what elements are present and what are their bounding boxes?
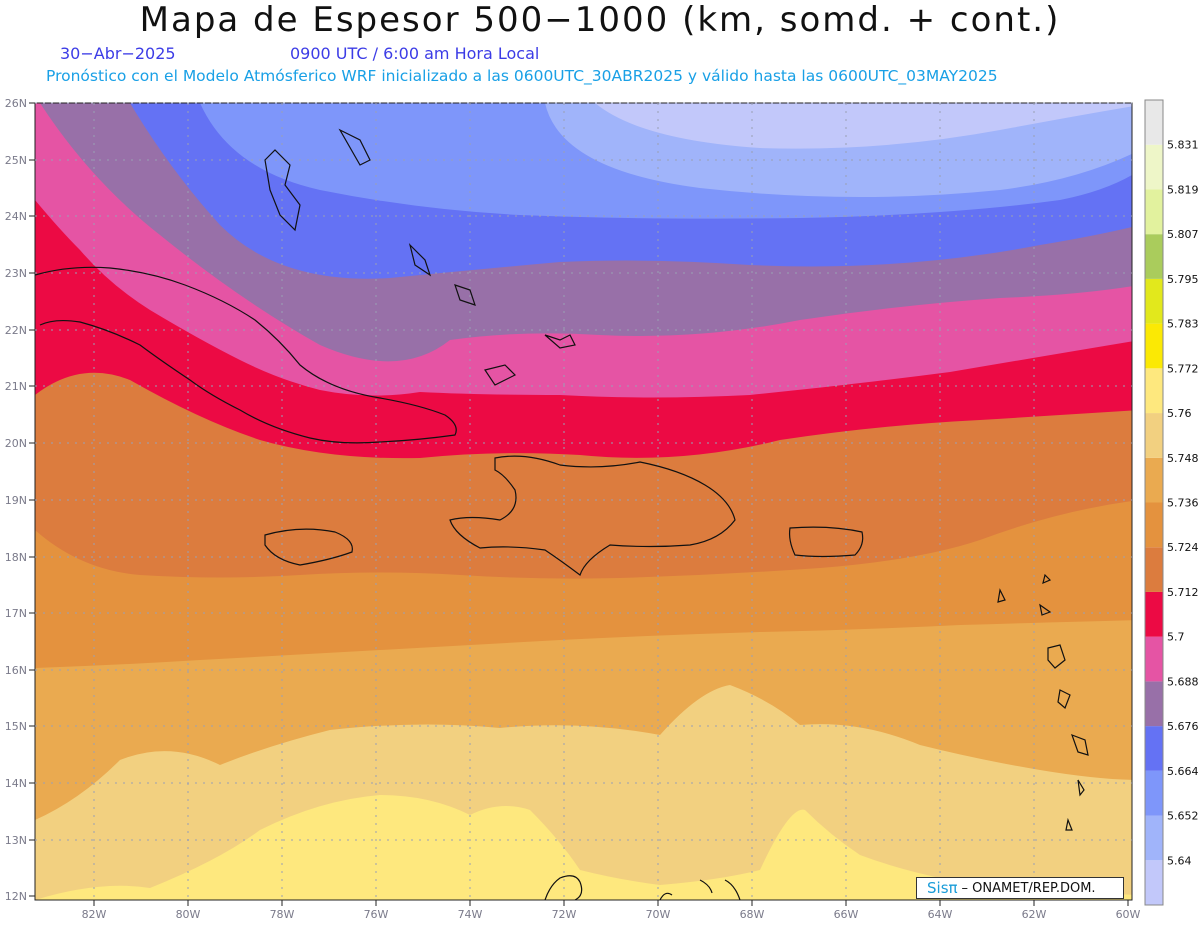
- lat-label: 16N: [5, 664, 27, 677]
- colorbar-level-label: 5.724: [1167, 541, 1199, 554]
- lat-label: 20N: [5, 437, 27, 450]
- forecast-description: Pronóstico con el Modelo Atmósferico WRF…: [46, 67, 998, 85]
- colorbar-swatch: [1145, 681, 1163, 727]
- colorbar-level-label: 5.783: [1167, 318, 1199, 331]
- coastlines: [35, 128, 1089, 900]
- colorbar-level-label: 5.7: [1167, 631, 1185, 644]
- bahamas-islands: [264, 128, 576, 386]
- colorbar-swatch: [1145, 547, 1163, 592]
- colorbar-swatch: [1145, 502, 1163, 548]
- colorbar-level-label: 5.76: [1167, 407, 1192, 420]
- lat-label: 12N: [5, 890, 27, 903]
- lat-label: 21N: [5, 380, 27, 393]
- lat-label: 26N: [5, 97, 27, 110]
- colorbar-swatch: [1145, 234, 1163, 279]
- colorbar-swatch: [1145, 413, 1163, 458]
- colorbar-level-label: 5.712: [1167, 586, 1199, 599]
- sis-logo-text: Sisπ: [927, 879, 958, 897]
- lesser-antilles: [997, 573, 1089, 831]
- cuba-coast: [35, 266, 457, 444]
- colorbar-level-label: 5.676: [1167, 720, 1199, 733]
- lon-label: 74W: [458, 908, 483, 921]
- colorbar-swatch: [1145, 144, 1163, 190]
- colorbar-swatch: [1145, 770, 1163, 816]
- lon-label: 70W: [646, 908, 671, 921]
- puerto-rico-coast: [788, 526, 864, 558]
- colorbar-frame: [1144, 99, 1164, 906]
- colorbar-swatch: [1145, 815, 1163, 861]
- lon-label: 78W: [270, 908, 295, 921]
- lon-label: 72W: [552, 908, 577, 921]
- lon-label: 60W: [1116, 908, 1141, 921]
- gridlines: [35, 102, 1132, 900]
- colorbar-swatch: [1145, 323, 1163, 369]
- credit-org: – ONAMET/REP.DOM.: [961, 880, 1096, 896]
- lat-label: 19N: [5, 494, 27, 507]
- colorbar-swatch: [1145, 100, 1163, 145]
- map-title: Mapa de Espesor 500−1000 (km, somd. + co…: [139, 0, 1061, 40]
- band-5-772: [35, 795, 1132, 900]
- colorbar-level-label: 5.819: [1167, 183, 1199, 196]
- lon-label: 66W: [834, 908, 859, 921]
- lat-label: 14N: [5, 777, 27, 790]
- colorbar-swatch: [1145, 368, 1163, 414]
- credit-box: Sisπ – ONAMET/REP.DOM.: [916, 877, 1124, 899]
- map-frame: [34, 102, 1133, 901]
- colorbar-swatch: [1145, 278, 1163, 324]
- lon-ticks: [93, 900, 1129, 906]
- colorbar: 5.64 5.652 5.664 5.676 5.688 5.7 5.712 5.724 5.7…: [1144, 99, 1199, 906]
- lat-ticks: [29, 102, 35, 897]
- lat-label: 17N: [5, 607, 27, 620]
- colorbar-level-label: 5.748: [1167, 452, 1199, 465]
- lat-label: 23N: [5, 267, 27, 280]
- colorbar-swatch: [1145, 636, 1163, 682]
- lon-label: 68W: [740, 908, 765, 921]
- colorbar-level-label: 5.736: [1167, 497, 1199, 510]
- time-label: 0900 UTC / 6:00 am Hora Local: [290, 44, 540, 63]
- date-label: 30−Abr−2025: [60, 44, 176, 63]
- colorbar-level-label: 5.831: [1167, 139, 1199, 152]
- colorbar-level-label: 5.688: [1167, 675, 1199, 688]
- lat-label: 15N: [5, 720, 27, 733]
- jamaica-coast: [264, 528, 353, 566]
- lon-label: 76W: [364, 908, 389, 921]
- lon-label: 82W: [82, 908, 107, 921]
- lon-label: 80W: [176, 908, 201, 921]
- lon-label: 62W: [1022, 908, 1047, 921]
- colorbar-swatch: [1145, 860, 1163, 905]
- colorbar-swatch: [1145, 189, 1163, 235]
- colorbar-level-label: 5.652: [1167, 810, 1199, 823]
- colorbar-level-label: 5.795: [1167, 273, 1199, 286]
- lat-label: 24N: [5, 210, 27, 223]
- hispaniola-coast: [449, 455, 736, 576]
- lat-label: 13N: [5, 834, 27, 847]
- colorbar-swatch: [1145, 726, 1163, 771]
- lon-label: 64W: [928, 908, 953, 921]
- lat-label: 22N: [5, 324, 27, 337]
- colorbar-swatch: [1145, 591, 1163, 637]
- colorbar-level-label: 5.807: [1167, 228, 1199, 241]
- lat-label: 25N: [5, 154, 27, 167]
- colorbar-level-label: 5.664: [1167, 765, 1199, 778]
- lat-label: 18N: [5, 551, 27, 564]
- colorbar-level-label: 5.64: [1167, 854, 1192, 867]
- filled-contours: [35, 103, 1132, 900]
- south-america-coast: [544, 875, 741, 900]
- colorbar-level-label: 5.772: [1167, 362, 1199, 375]
- colorbar-swatch: [1145, 457, 1163, 503]
